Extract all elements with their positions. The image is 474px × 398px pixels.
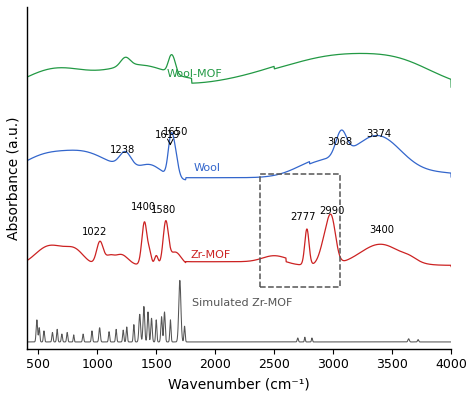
- Text: Zr-MOF: Zr-MOF: [191, 250, 231, 260]
- Text: 1580: 1580: [151, 205, 176, 215]
- Text: 3400: 3400: [369, 225, 394, 235]
- Text: 1619: 1619: [155, 130, 181, 140]
- Text: 2990: 2990: [319, 206, 345, 216]
- Text: 1022: 1022: [82, 226, 108, 236]
- Text: 1238: 1238: [109, 145, 135, 155]
- Text: 1650: 1650: [164, 127, 189, 137]
- Text: Wool-MOF: Wool-MOF: [167, 69, 223, 79]
- Text: 3068: 3068: [327, 137, 352, 147]
- Text: Wool: Wool: [194, 163, 221, 173]
- Y-axis label: Absorbance (a.u.): Absorbance (a.u.): [7, 116, 21, 240]
- Text: 3374: 3374: [366, 129, 391, 139]
- X-axis label: Wavenumber (cm⁻¹): Wavenumber (cm⁻¹): [168, 377, 310, 391]
- Bar: [260, 174, 340, 287]
- Text: Simulated Zr-MOF: Simulated Zr-MOF: [191, 298, 292, 308]
- Text: 2777: 2777: [290, 212, 315, 222]
- Text: 1400: 1400: [131, 202, 156, 212]
